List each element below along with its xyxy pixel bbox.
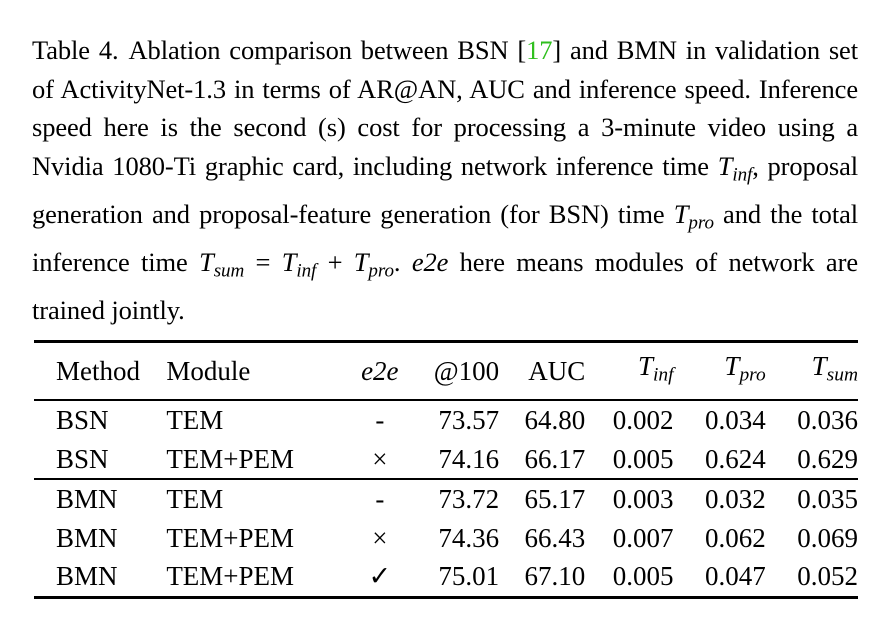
math-operator: = [244, 246, 282, 277]
ablation-table: Method Module e2e @100 AUC Tinf Tpro Tsu… [34, 340, 858, 599]
cell-tsum-best: 0.629 [797, 443, 858, 474]
header-tpro-sub: pro [739, 364, 766, 386]
cell-tinf: 0.002 [612, 405, 674, 435]
cell-tpro: 0.034 [704, 405, 766, 435]
header-e2e: e2e [345, 342, 415, 401]
cell-module: TEM [166, 405, 224, 435]
cell-tsum: 0.036 [797, 405, 858, 435]
math-operator: + [316, 246, 354, 277]
cell-auc: 66.17 [524, 443, 586, 474]
math-subscript: pro [368, 259, 394, 281]
cell-e2e: × [372, 522, 388, 553]
cell-ar100: 73.57 [438, 405, 500, 435]
header-auc: AUC [528, 355, 586, 386]
caption-text: here means modules of network are traine… [32, 246, 858, 325]
header-method: Method [56, 355, 140, 386]
header-tpro: Tpro [674, 342, 766, 401]
cell-ar100: 74.36 [438, 522, 500, 553]
caption-text: Ablation comparison between BSN [ [128, 35, 527, 65]
cell-module: TEM+PEM [166, 522, 295, 553]
table-caption: Table 4. Ablation comparison between BSN … [32, 31, 858, 329]
cell-tpro: 0.624 [704, 443, 766, 474]
caption-text: , proposal generation and proposal-featu… [32, 150, 858, 229]
cell-method: BMN [56, 484, 118, 515]
math-subscript: pro [688, 212, 714, 234]
cell-tpro: 0.032 [704, 484, 766, 515]
cell-method: BMN [56, 522, 118, 553]
cell-e2e: - [375, 484, 385, 515]
math-symbol: T [717, 150, 733, 181]
citation-link[interactable]: 17 [526, 35, 553, 65]
header-tpro-symbol: T [724, 350, 740, 381]
table-row: BSN TEM - 73.57 64.80 0.002 0.034 0.036 [34, 400, 858, 440]
cell-ar100: 75.01 [438, 561, 500, 592]
header-ar100: @100 [433, 355, 500, 386]
e2e-term: e2e [411, 246, 449, 277]
caption-text: ] and BMN in validation set of ActivityN… [32, 35, 858, 181]
cell-module: TEM+PEM [166, 561, 295, 592]
cell-tinf: 0.005 [612, 443, 674, 474]
cell-tsum-best: 0.052 [797, 561, 858, 592]
caption-label: Table 4. [32, 35, 119, 65]
cell-tinf: 0.007 [612, 522, 674, 553]
header-module: Module [166, 355, 251, 386]
math-subscript: inf [732, 164, 753, 186]
table-row: BMN TEM+PEM × 74.36 66.43 0.007 0.062 0.… [34, 519, 858, 558]
cell-tsum: 0.035 [797, 484, 858, 515]
math-symbol: T [199, 246, 214, 277]
caption-text: and the total inference time [32, 198, 859, 277]
cell-tinf: 0.005 [612, 561, 674, 592]
math-symbol: T [673, 198, 689, 229]
cell-method: BSN [56, 405, 109, 435]
cell-e2e: - [375, 405, 385, 435]
cell-ar100: 74.16 [438, 443, 500, 474]
math-symbol: T [353, 246, 369, 277]
cell-e2e: ✓ [368, 561, 392, 592]
cell-module: TEM [166, 484, 224, 515]
cell-module: TEM+PEM [166, 443, 295, 474]
cell-auc: 64.80 [524, 405, 586, 435]
cell-tpro: 0.047 [704, 561, 766, 592]
header-tsum-symbol: T [811, 350, 827, 381]
cell-auc: 65.17 [524, 484, 586, 515]
header-tinf: Tinf [585, 342, 674, 401]
header-tinf-symbol: T [637, 350, 653, 381]
math-symbol: T [281, 246, 297, 277]
cell-method: BSN [56, 443, 109, 474]
caption-text: . [393, 246, 401, 277]
cell-tinf: 0.003 [612, 484, 674, 515]
header-e2e-text: e2e [361, 355, 399, 386]
table-header-row: Method Module e2e @100 AUC Tinf Tpro Tsu… [34, 341, 858, 401]
header-tsum-sub: sum [826, 364, 858, 386]
cell-e2e: × [372, 443, 388, 474]
cell-auc: 66.43 [524, 522, 586, 553]
cell-tsum: 0.069 [797, 522, 858, 553]
table-row: BSN TEM+PEM × 74.16 66.17 0.005 0.624 0.… [34, 440, 858, 480]
cell-auc: 67.10 [524, 561, 586, 592]
math-subscript: sum [213, 259, 245, 281]
table-row: BMN TEM+PEM ✓ 75.01 67.10 0.005 0.047 0.… [34, 557, 858, 598]
cell-method: BMN [56, 561, 118, 592]
header-tinf-sub: inf [652, 364, 674, 386]
table-row: BMN TEM - 73.72 65.17 0.003 0.032 0.035 [34, 479, 858, 519]
math-subscript: inf [296, 259, 317, 281]
header-tsum: Tsum [766, 342, 858, 401]
cell-tpro: 0.062 [704, 522, 766, 553]
cell-ar100: 73.72 [438, 484, 500, 515]
